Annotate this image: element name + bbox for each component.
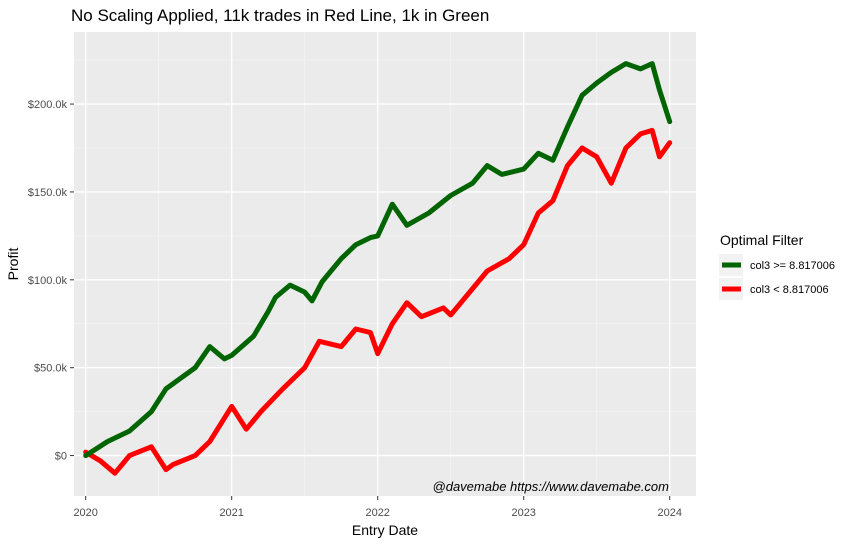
x-axis-title: Entry Date <box>352 522 418 538</box>
x-tick-label: 2020 <box>73 507 97 519</box>
x-axis-ticks: 2020 2021 2022 2023 2024 <box>73 496 682 519</box>
y-tick-label: $100.0k <box>28 275 68 287</box>
y-tick-label: $200.0k <box>28 99 68 111</box>
x-tick-label: 2021 <box>219 507 243 519</box>
series-line-red <box>83 127 673 476</box>
legend-title: Optimal Filter <box>720 232 804 248</box>
chart-title: No Scaling Applied, 11k trades in Red Li… <box>71 6 489 25</box>
y-axis-title: Profit <box>5 248 21 281</box>
y-axis-ticks: $0 $50.0k $100.0k $150.0k $200.0k <box>28 99 74 463</box>
y-tick-label: $150.0k <box>28 187 68 199</box>
x-tick-label: 2022 <box>365 507 389 519</box>
legend: Optimal Filter col3 >= 8.817006 col3 < 8… <box>719 232 835 300</box>
plot-panel <box>74 32 696 496</box>
x-tick-label: 2024 <box>657 507 681 519</box>
y-tick-label: $0 <box>55 451 67 463</box>
legend-label-green: col3 >= 8.817006 <box>750 260 835 272</box>
minor-gridlines <box>74 32 696 496</box>
series-line-green <box>83 61 673 459</box>
watermark-annotation: @davemabe https://www.davemabe.com <box>433 479 670 494</box>
major-gridlines <box>74 32 696 496</box>
legend-label-red: col3 < 8.817006 <box>750 284 829 296</box>
x-tick-label: 2023 <box>511 507 535 519</box>
series-lines <box>83 61 673 476</box>
y-tick-label: $50.0k <box>34 363 68 375</box>
